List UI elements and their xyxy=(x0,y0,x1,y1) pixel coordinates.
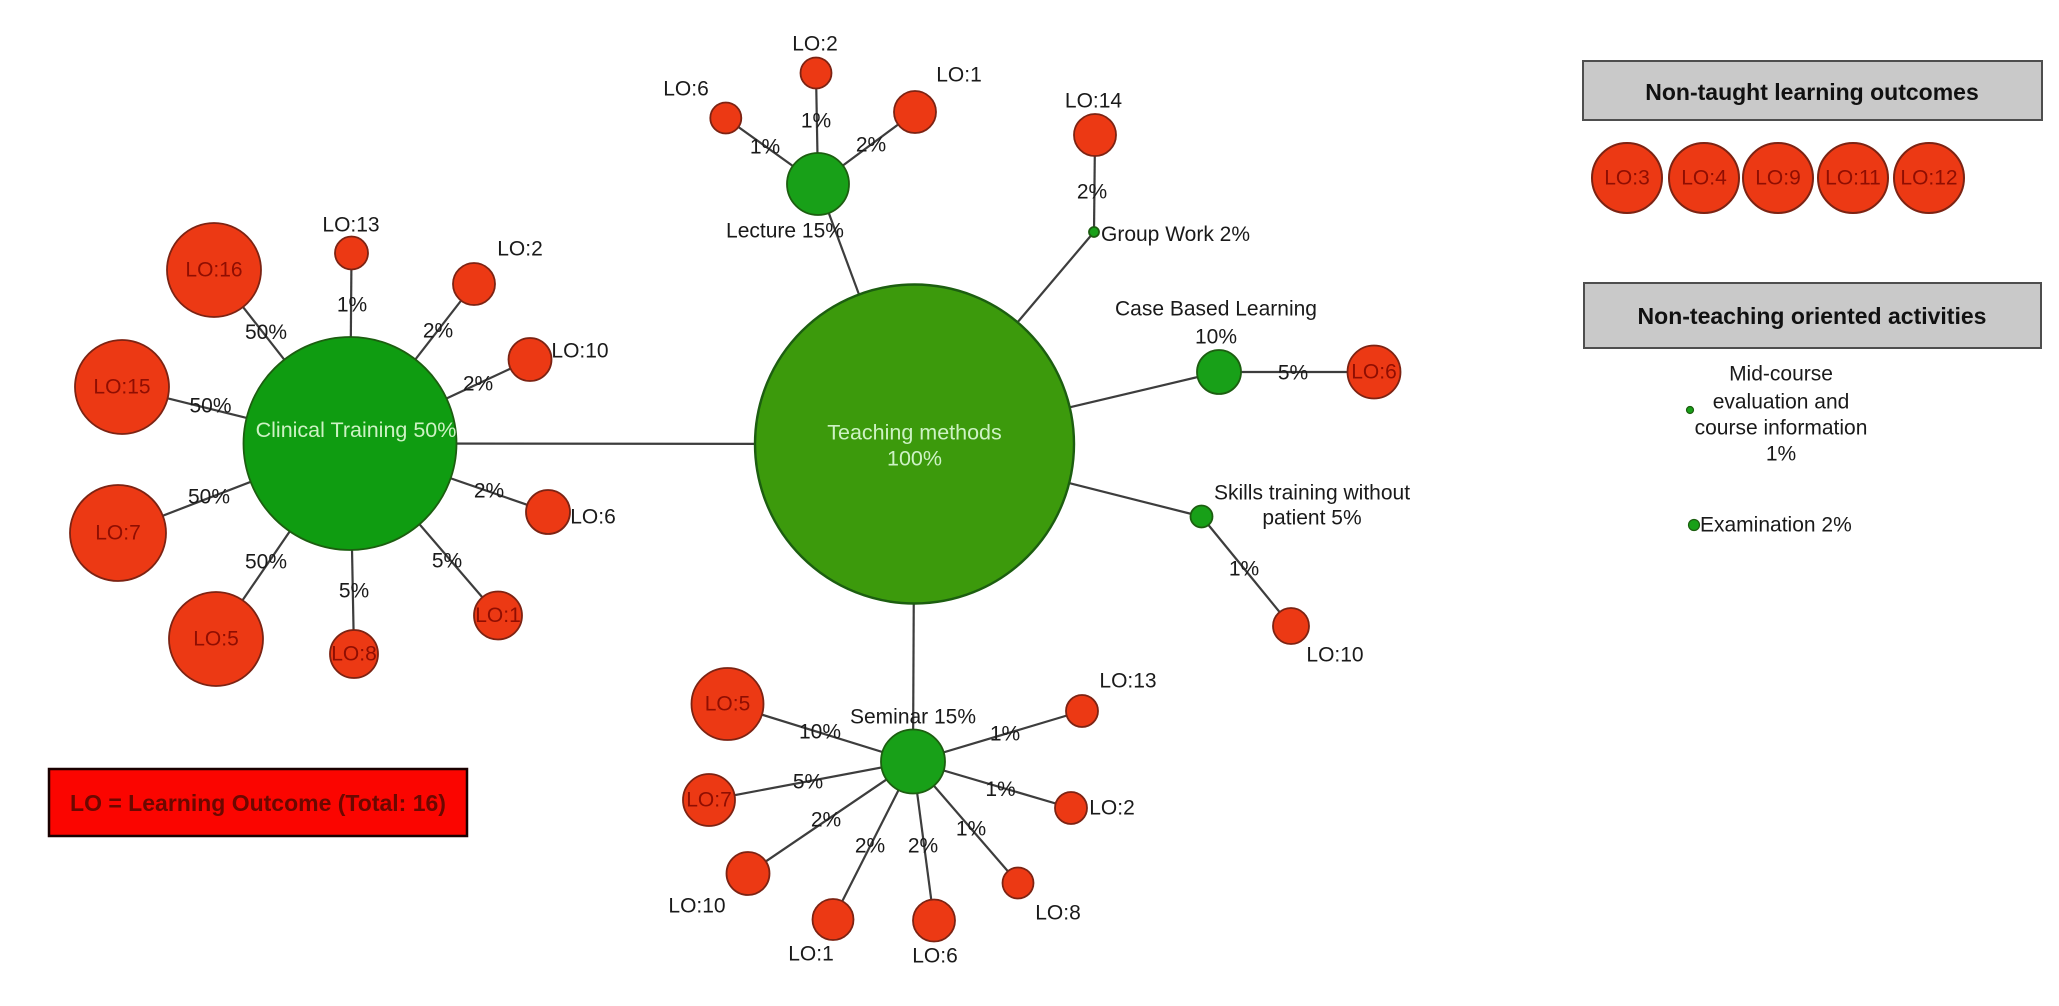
svg-text:LO:15: LO:15 xyxy=(93,376,150,399)
svg-text:2%: 2% xyxy=(474,480,504,503)
svg-text:Mid-course: Mid-course xyxy=(1729,363,1833,386)
svg-text:LO:6: LO:6 xyxy=(663,78,709,101)
svg-text:2%: 2% xyxy=(856,134,886,157)
svg-text:LO:5: LO:5 xyxy=(193,628,239,651)
svg-text:LO:7: LO:7 xyxy=(95,522,141,545)
svg-text:1%: 1% xyxy=(956,818,986,841)
svg-text:2%: 2% xyxy=(908,835,938,858)
svg-text:2%: 2% xyxy=(811,809,841,832)
svg-text:Group Work 2%: Group Work 2% xyxy=(1101,223,1250,246)
svg-text:50%: 50% xyxy=(245,551,287,574)
svg-text:1%: 1% xyxy=(750,136,780,159)
svg-text:LO:10: LO:10 xyxy=(668,895,725,918)
svg-text:LO:1: LO:1 xyxy=(475,604,521,627)
svg-text:5%: 5% xyxy=(1278,362,1308,385)
svg-text:Non-taught learning outcomes: Non-taught learning outcomes xyxy=(1645,79,1979,105)
svg-text:50%: 50% xyxy=(188,486,230,509)
svg-text:LO:16: LO:16 xyxy=(185,259,242,282)
svg-text:Seminar 15%: Seminar 15% xyxy=(850,706,976,729)
svg-text:10%: 10% xyxy=(1195,326,1237,349)
svg-text:LO:12: LO:12 xyxy=(1900,167,1957,190)
svg-text:100%: 100% xyxy=(887,447,942,471)
svg-text:LO:3: LO:3 xyxy=(1604,167,1650,190)
svg-text:5%: 5% xyxy=(339,580,369,603)
svg-text:50%: 50% xyxy=(245,321,287,344)
svg-text:LO:8: LO:8 xyxy=(331,643,377,666)
svg-text:5%: 5% xyxy=(432,550,462,573)
svg-text:LO:6: LO:6 xyxy=(1351,361,1397,384)
svg-text:LO:14: LO:14 xyxy=(1065,90,1123,113)
svg-text:Skills training without: Skills training without xyxy=(1214,482,1410,505)
svg-text:1%: 1% xyxy=(1766,443,1796,466)
svg-text:Clinical Training 50%: Clinical Training 50% xyxy=(256,418,457,442)
svg-text:LO:10: LO:10 xyxy=(1306,644,1363,667)
svg-text:2%: 2% xyxy=(1077,181,1107,204)
svg-text:LO:1: LO:1 xyxy=(936,64,982,87)
svg-text:evaluation and: evaluation and xyxy=(1713,391,1850,414)
svg-text:LO:4: LO:4 xyxy=(1681,167,1727,190)
svg-text:LO:2: LO:2 xyxy=(792,33,838,56)
svg-text:5%: 5% xyxy=(793,771,823,794)
svg-text:Case Based Learning: Case Based Learning xyxy=(1115,298,1317,321)
svg-text:LO = Learning Outcome (Total:: LO = Learning Outcome (Total: 16) xyxy=(70,790,446,816)
svg-text:2%: 2% xyxy=(463,373,493,396)
svg-text:LO:9: LO:9 xyxy=(1755,167,1801,190)
svg-text:1%: 1% xyxy=(801,110,831,133)
svg-text:LO:5: LO:5 xyxy=(705,693,751,716)
svg-text:Non-teaching oriented activiti: Non-teaching oriented activities xyxy=(1638,303,1987,329)
svg-text:LO:6: LO:6 xyxy=(570,506,616,529)
svg-text:patient 5%: patient 5% xyxy=(1262,507,1361,530)
svg-text:10%: 10% xyxy=(799,721,841,744)
svg-text:LO:2: LO:2 xyxy=(1089,797,1135,820)
svg-text:LO:10: LO:10 xyxy=(551,340,608,363)
svg-text:LO:11: LO:11 xyxy=(1825,167,1881,190)
svg-text:1%: 1% xyxy=(337,294,367,317)
svg-text:LO:8: LO:8 xyxy=(1035,902,1081,925)
svg-text:LO:6: LO:6 xyxy=(912,945,958,968)
svg-text:Teaching methods: Teaching methods xyxy=(827,421,1002,445)
svg-text:1%: 1% xyxy=(990,723,1020,746)
svg-text:course information: course information xyxy=(1695,417,1868,440)
svg-text:LO:1: LO:1 xyxy=(788,943,834,966)
svg-text:LO:13: LO:13 xyxy=(322,214,379,237)
svg-text:LO:2: LO:2 xyxy=(497,238,543,261)
svg-text:LO:7: LO:7 xyxy=(686,789,732,812)
svg-text:2%: 2% xyxy=(855,835,885,858)
svg-text:LO:13: LO:13 xyxy=(1099,670,1156,693)
svg-text:1%: 1% xyxy=(1229,558,1259,581)
svg-text:50%: 50% xyxy=(189,395,231,418)
svg-text:Lecture 15%: Lecture 15% xyxy=(726,220,844,243)
svg-text:1%: 1% xyxy=(985,778,1015,801)
svg-text:Examination 2%: Examination 2% xyxy=(1700,514,1852,537)
svg-text:2%: 2% xyxy=(423,320,453,343)
